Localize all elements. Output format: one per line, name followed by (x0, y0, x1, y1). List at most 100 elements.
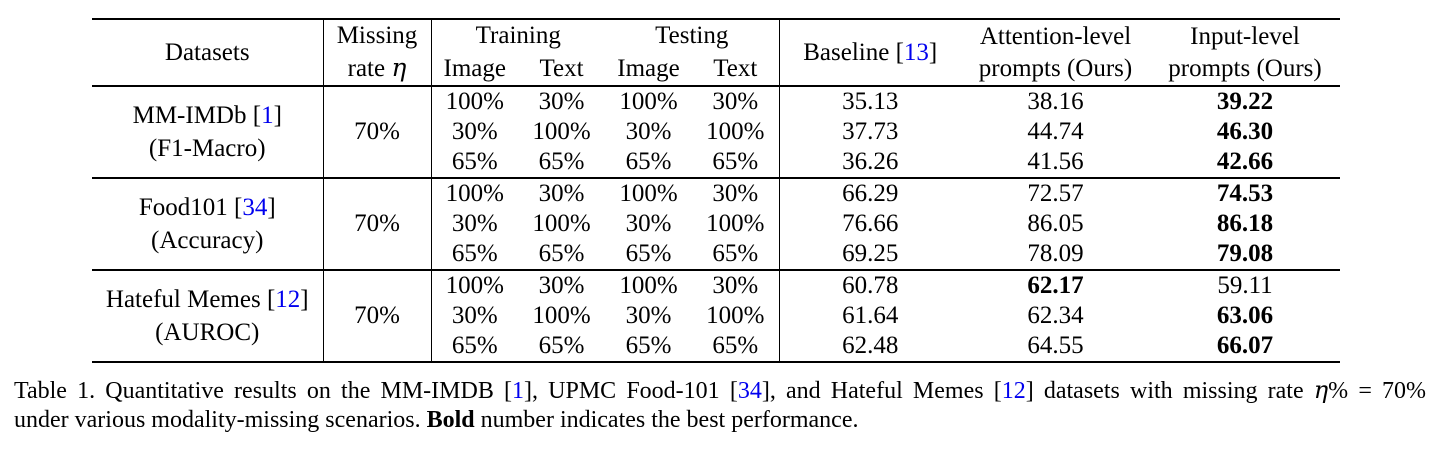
citation-link[interactable]: 34 (737, 378, 762, 404)
citation-link[interactable]: 1 (512, 378, 524, 404)
rate-label: rate (347, 55, 392, 82)
attention-value-cell: 86.05 (1027, 210, 1084, 237)
train-image-cell: 65% (451, 148, 498, 175)
test-text-cell: 65% (692, 239, 780, 270)
baseline-label: Baseline [ (803, 38, 904, 66)
input-value-cell: 79.08 (1216, 240, 1274, 267)
metric-label: (AUROC) (155, 319, 260, 346)
subheader-training-text: Text (539, 54, 584, 82)
table-row: Hateful Memes [12] (AUROC) 70% 100% 30% … (92, 270, 1340, 362)
attention-value-cell: 64.55 (1027, 332, 1084, 359)
citation-link[interactable]: 34 (242, 194, 268, 221)
train-image-cell: 65% (451, 332, 498, 359)
eta-symbol: η (391, 53, 407, 82)
train-image-cell: 30% (451, 118, 498, 145)
missing-rate-cell: 70% (323, 270, 432, 362)
dataset-name-cell: MM-IMDb [1] (F1-Macro) (92, 86, 324, 178)
train-text-cell: 65% (538, 240, 585, 267)
table-header: Datasets Missing rate η Training Testing… (92, 19, 1340, 86)
attention-value-cell: 44.74 (1027, 118, 1084, 145)
table-caption: Table 1. Quantitative results on the MM-… (14, 376, 1426, 435)
input-value-cell: 59.11 (1217, 272, 1273, 299)
baseline-value-cell: 62.48 (842, 332, 899, 359)
col-header-testing: Testing (605, 19, 780, 53)
test-image-cell: 30% (625, 302, 672, 329)
baseline-value-cell: 36.26 (842, 148, 899, 175)
attention-value-cell: 41.56 (1027, 148, 1084, 175)
input-value-cell: 42.66 (1216, 148, 1274, 175)
missing-rate-cell: 70% (323, 86, 432, 178)
subheader-testing-image: Image (617, 54, 680, 82)
baseline-value-cell: 61.64 (842, 302, 899, 329)
train-text-cell: 65% (538, 148, 585, 175)
attention-value-cell: 78.09 (1027, 240, 1084, 267)
metric-label: (Accuracy) (151, 227, 264, 254)
dataset-group-food101: Food101 [34] (Accuracy) 70% 100% 30% 100… (92, 178, 1340, 270)
col-header-training: Training (475, 22, 561, 50)
citation-link[interactable]: 12 (1001, 378, 1026, 404)
input-value-cell: 63.06 (1216, 302, 1274, 329)
test-text-cell: 100% (692, 301, 780, 331)
caption-line-2: under various modality-missing scenarios… (14, 407, 859, 433)
train-image-cell: 30% (451, 210, 498, 237)
missing-label: Missing (336, 22, 418, 49)
train-text-cell: 100% (532, 118, 591, 145)
test-image-cell: 100% (619, 272, 678, 299)
baseline-value-cell: 76.66 (842, 210, 899, 237)
test-text-cell: 65% (692, 147, 780, 178)
baseline-value-cell: 35.13 (842, 88, 899, 115)
baseline-value-cell: 66.29 (842, 180, 899, 207)
test-image-cell: 30% (625, 118, 672, 145)
train-text-cell: 30% (538, 88, 585, 115)
paper-page: Datasets Missing rate η Training Testing… (0, 18, 1440, 435)
input-value-cell: 46.30 (1216, 118, 1274, 145)
col-header-attention-prompts: Attention-level prompts (Ours) (978, 22, 1133, 82)
test-text-cell: 100% (692, 117, 780, 147)
test-text-cell: 30% (692, 178, 780, 209)
baseline-value-cell: 37.73 (842, 118, 899, 145)
input-value-cell: 66.07 (1216, 332, 1274, 359)
baseline-value-cell: 69.25 (842, 240, 899, 267)
dataset-name-cell: Food101 [34] (Accuracy) (92, 178, 324, 270)
attention-value-cell: 72.57 (1027, 180, 1084, 207)
results-table: Datasets Missing rate η Training Testing… (92, 18, 1340, 363)
test-text-cell: 65% (692, 331, 780, 362)
bold-keyword: Bold (426, 407, 475, 433)
train-text-cell: 65% (538, 332, 585, 359)
train-image-cell: 65% (451, 240, 498, 267)
train-text-cell: 30% (538, 180, 585, 207)
train-text-cell: 30% (538, 272, 585, 299)
attention-value-cell: 62.34 (1027, 302, 1084, 329)
table-row: 65% 65% 65% 65% 62.48 64.55 66.07 (92, 331, 1340, 362)
datasets-label: Datasets (164, 38, 250, 66)
citation-link[interactable]: 12 (275, 286, 301, 313)
test-text-cell: 100% (692, 209, 780, 239)
test-image-cell: 65% (625, 332, 672, 359)
col-header-input-prompts: Input-level prompts (Ours) (1168, 22, 1322, 82)
citation-link[interactable]: 1 (261, 102, 274, 129)
train-image-cell: 100% (445, 180, 504, 207)
caption-line-1: Table 1. Quantitative results on the MM-… (14, 376, 1427, 404)
eta-symbol: η (1313, 376, 1329, 404)
test-text-cell: 30% (692, 270, 780, 301)
citation-link[interactable]: 13 (903, 38, 929, 66)
subheader-testing-text: Text (692, 52, 780, 86)
dataset-group-mmimdb: MM-IMDb [1] (F1-Macro) 70% 100% 30% 100%… (92, 86, 1340, 178)
test-image-cell: 65% (625, 148, 672, 175)
train-image-cell: 100% (445, 88, 504, 115)
train-image-cell: 30% (451, 302, 498, 329)
metric-label: (F1-Macro) (148, 135, 266, 162)
train-image-cell: 100% (445, 272, 504, 299)
table-row: Food101 [34] (Accuracy) 70% 100% 30% 100… (92, 178, 1340, 270)
train-text-cell: 100% (532, 302, 591, 329)
test-image-cell: 65% (625, 240, 672, 267)
input-value-cell: 74.53 (1216, 180, 1274, 207)
table-row: MM-IMDb [1] (F1-Macro) 70% 100% 30% 100%… (92, 86, 1340, 178)
table-row: 30% 100% 30% 100% 37.73 44.74 46.30 (92, 117, 1340, 147)
test-image-cell: 100% (619, 88, 678, 115)
col-header-datasets: Datasets (92, 19, 324, 86)
table-row: 30% 100% 30% 100% 76.66 86.05 86.18 (92, 209, 1340, 239)
col-header-missing-rate: Missing rate η (323, 19, 432, 86)
baseline-value-cell: 60.78 (842, 272, 899, 299)
test-image-cell: 100% (619, 180, 678, 207)
